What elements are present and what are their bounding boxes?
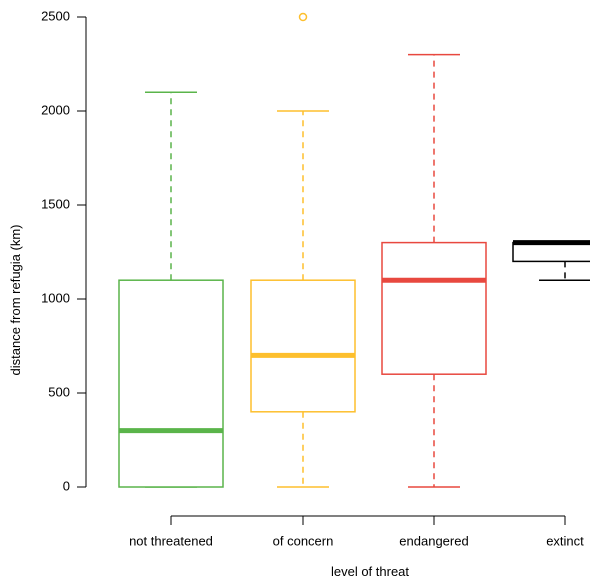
x-axis: not threatened of concern endangered extinc… [129,515,584,548]
x-tick-label: endangered [399,533,468,548]
x-tick-label: not threatened [129,533,213,548]
y-tick-label: 500 [48,384,70,399]
y-axis-title: distance from refugia (km) [8,225,23,376]
y-axis: 0 500 1000 1500 2000 2500 [41,8,87,493]
y-tick-label: 2500 [41,8,70,23]
boxes [118,12,590,488]
x-axis-title: level of threat [331,564,409,579]
box-1 [118,91,224,488]
x-tick-label: extinct [546,533,584,548]
x-tick-label: of concern [273,533,334,548]
y-tick-label: 1000 [41,290,70,305]
box-body [512,241,590,263]
y-tick-label: 0 [63,478,70,493]
y-tick-label: 2000 [41,102,70,117]
box-body [118,279,224,488]
y-tick-label: 1500 [41,196,70,211]
box-2 [250,12,356,488]
box-body [250,279,356,413]
box-3 [381,53,487,488]
outlier-point [298,12,308,22]
box-4 [512,240,590,281]
box-body [381,241,487,375]
